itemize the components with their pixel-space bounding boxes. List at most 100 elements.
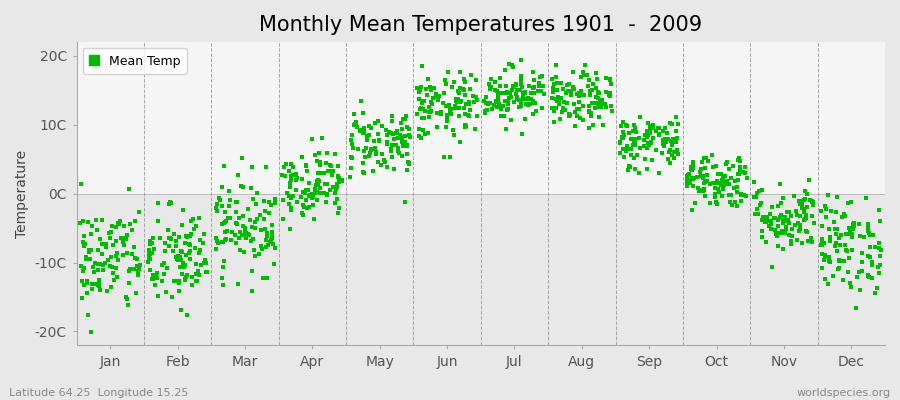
Point bbox=[267, 260, 282, 267]
Point bbox=[248, 224, 262, 231]
Point bbox=[512, 104, 526, 111]
Point bbox=[513, 72, 527, 79]
Point bbox=[243, 216, 257, 223]
Point bbox=[194, 247, 208, 253]
Point bbox=[268, 200, 283, 206]
Point bbox=[737, 192, 751, 198]
Point bbox=[326, 183, 340, 190]
Point bbox=[873, 253, 887, 260]
Point bbox=[697, 186, 711, 193]
Point bbox=[329, 181, 344, 187]
Point bbox=[261, 242, 275, 248]
Point bbox=[770, 231, 784, 237]
Point bbox=[80, 290, 94, 296]
Point bbox=[367, 120, 382, 126]
Point bbox=[295, 176, 310, 182]
Point bbox=[555, 105, 570, 112]
Point bbox=[849, 305, 863, 311]
Point bbox=[90, 227, 104, 234]
Point bbox=[229, 209, 243, 215]
Point bbox=[762, 222, 777, 229]
Point bbox=[255, 227, 269, 234]
Point bbox=[501, 106, 516, 112]
Point bbox=[354, 98, 368, 105]
Point bbox=[547, 81, 562, 87]
Point bbox=[184, 230, 199, 237]
Point bbox=[492, 74, 507, 81]
Point bbox=[197, 231, 211, 238]
Point bbox=[198, 256, 212, 263]
Point bbox=[357, 154, 372, 160]
Point bbox=[633, 114, 647, 120]
Point bbox=[447, 105, 462, 112]
Point bbox=[582, 124, 597, 131]
Point bbox=[128, 218, 142, 224]
Point bbox=[310, 182, 325, 188]
Point bbox=[573, 114, 588, 121]
Point bbox=[443, 106, 457, 112]
Point bbox=[557, 106, 572, 113]
Point bbox=[871, 264, 886, 270]
Point bbox=[730, 203, 744, 209]
Point bbox=[411, 126, 426, 132]
Point bbox=[630, 152, 644, 159]
Point bbox=[282, 192, 296, 199]
Point bbox=[477, 110, 491, 116]
Point bbox=[317, 170, 331, 176]
Point bbox=[350, 145, 365, 152]
Point bbox=[790, 237, 805, 243]
Point bbox=[791, 219, 806, 226]
Point bbox=[367, 146, 382, 152]
Point bbox=[92, 282, 106, 289]
Point bbox=[572, 90, 586, 96]
Point bbox=[428, 84, 442, 91]
Point bbox=[846, 226, 860, 232]
Point bbox=[572, 99, 587, 106]
Point bbox=[448, 96, 463, 102]
Point bbox=[583, 112, 598, 118]
Point bbox=[692, 169, 706, 176]
Point bbox=[644, 122, 659, 129]
Point bbox=[439, 80, 454, 87]
Point bbox=[568, 109, 582, 116]
Point bbox=[320, 191, 334, 197]
Point bbox=[142, 254, 157, 260]
Point bbox=[518, 90, 533, 96]
Point bbox=[698, 186, 712, 192]
Point bbox=[778, 214, 792, 220]
Point bbox=[336, 178, 350, 184]
Point bbox=[390, 130, 404, 137]
Point bbox=[189, 278, 203, 284]
Point bbox=[491, 99, 505, 106]
Point bbox=[499, 125, 513, 132]
Point bbox=[638, 156, 652, 162]
Point bbox=[683, 166, 698, 172]
Point bbox=[166, 248, 180, 254]
Point bbox=[652, 170, 666, 176]
Point bbox=[815, 223, 830, 230]
Point bbox=[696, 173, 710, 179]
Point bbox=[172, 280, 186, 286]
Point bbox=[369, 151, 383, 157]
Point bbox=[752, 211, 766, 218]
Point bbox=[660, 130, 674, 136]
Point bbox=[574, 74, 589, 80]
Point bbox=[323, 161, 338, 168]
Point bbox=[770, 243, 785, 250]
Point bbox=[162, 201, 176, 208]
Y-axis label: Temperature: Temperature bbox=[15, 150, 29, 238]
Point bbox=[506, 64, 520, 70]
Point bbox=[797, 217, 812, 223]
Point bbox=[371, 131, 385, 137]
Point bbox=[703, 181, 717, 187]
Point bbox=[150, 200, 165, 206]
Point bbox=[618, 122, 633, 128]
Point bbox=[300, 168, 314, 174]
Point bbox=[758, 218, 772, 225]
Point bbox=[571, 106, 585, 112]
Point bbox=[308, 186, 322, 192]
Point bbox=[387, 136, 401, 142]
Point bbox=[621, 130, 635, 136]
Point bbox=[699, 178, 714, 185]
Point bbox=[764, 221, 778, 227]
